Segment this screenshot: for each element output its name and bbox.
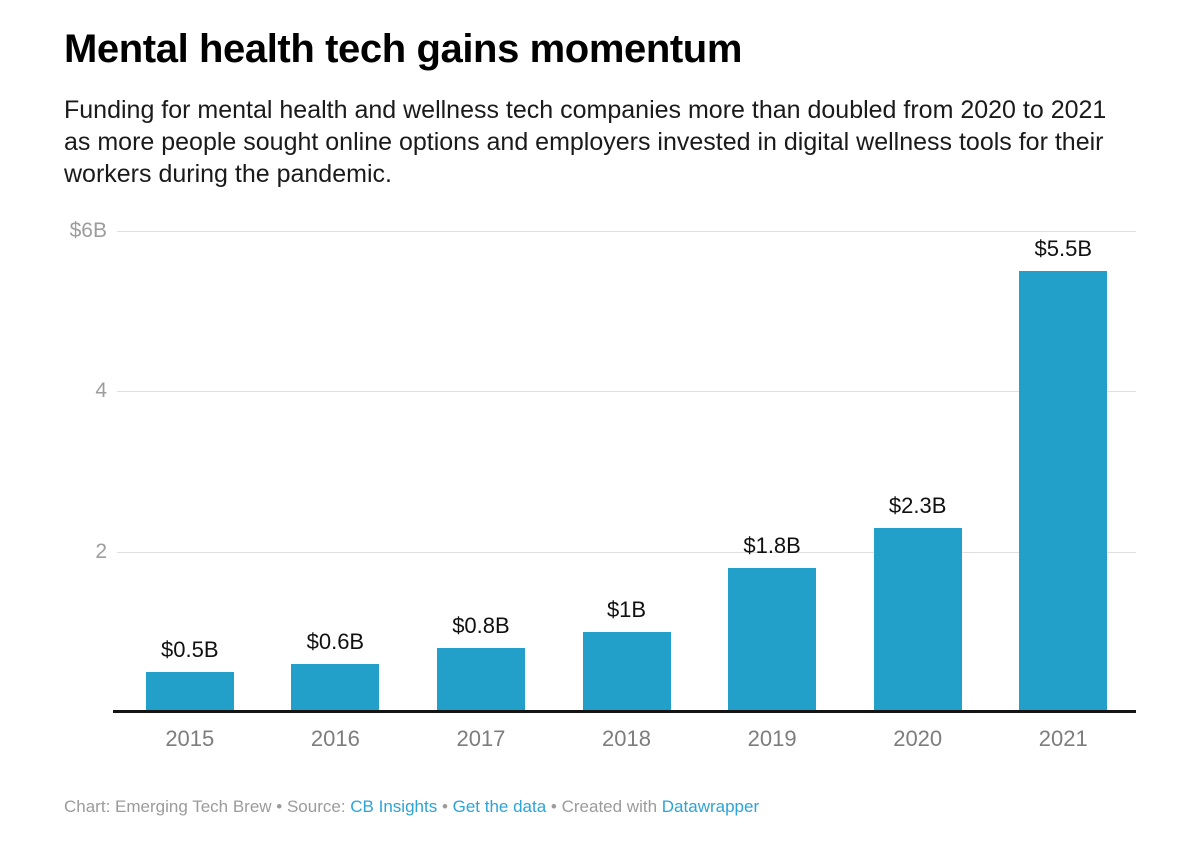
bar-value-label: $0.5B [161,636,219,662]
x-axis-label: 2019 [747,726,797,751]
bar-value-label: $0.8B [452,612,510,638]
gridline [117,551,1136,553]
bar-value-label: $2.3B [888,492,947,518]
y-tick-label: 2 [95,539,107,563]
y-tick-label: 4 [95,379,107,403]
bar-column: $1.8B [699,220,845,712]
x-axis-line [113,710,1136,713]
x-axis-label: 2015 [165,726,215,751]
bar-value-label: $1.8B [743,532,801,558]
bar-value-label: $5.5B [1034,236,1093,262]
bar-chart: $6B 4 2 $0.5B $0.6B $0.8B $1B $1.8B $2.3B $5.5B … [64,219,1136,765]
x-axis-label: 2020 [893,726,943,751]
datawrapper-link[interactable]: Datawrapper [661,797,760,816]
bar-2018 [582,631,671,712]
bar-2020 [873,527,962,712]
y-tick-label: $6B [69,219,107,242]
bar-2015 [145,671,234,712]
bar-2021 [1019,271,1108,712]
footer-separator: • [437,797,453,816]
bar-column: $2.3B [845,220,991,712]
bar-column: $0.8B [408,220,554,712]
bar-value-label: $1B [606,596,647,622]
source-link[interactable]: CB Insights [350,797,438,816]
bar-value-label: $0.6B [306,628,365,654]
x-axis-label: 2016 [310,726,360,751]
chart-subtitle: Funding for mental health and wellness t… [64,96,1107,188]
footer-source-label: Source: [286,797,351,816]
chart-header: Mental health tech gains momentum Fundin… [64,26,1144,190]
gridline [117,231,1136,232]
x-axis-label: 2021 [1038,726,1088,751]
gridline [117,391,1136,393]
chart-title: Mental health tech gains momentum [64,27,743,71]
footer-separator: • [271,797,287,816]
bar-column: $0.6B [263,220,409,712]
bar-column: $5.5B [990,220,1136,712]
bar-2019 [728,567,817,712]
x-axis-label: 2017 [456,726,506,751]
bar-column: $1B [554,220,700,712]
footer-chart-credit: Chart: Emerging Tech Brew [64,797,272,816]
get-the-data-link[interactable]: Get the data [452,797,547,816]
footer-created-with: Created with [561,797,662,816]
x-axis-labels: 2015 2016 2017 2018 2019 2020 2021 [117,726,1136,752]
bar-column: $0.5B [117,220,263,712]
footer-separator: • [546,797,562,816]
bar-2017 [436,647,525,712]
plot-area: $0.5B $0.6B $0.8B $1B $1.8B $2.3B $5.5B [117,220,1136,712]
x-axis-label: 2018 [602,726,651,751]
bar-2016 [291,663,380,712]
footer-attribution: Chart: Emerging Tech Brew • Source: CB I… [64,796,1144,817]
